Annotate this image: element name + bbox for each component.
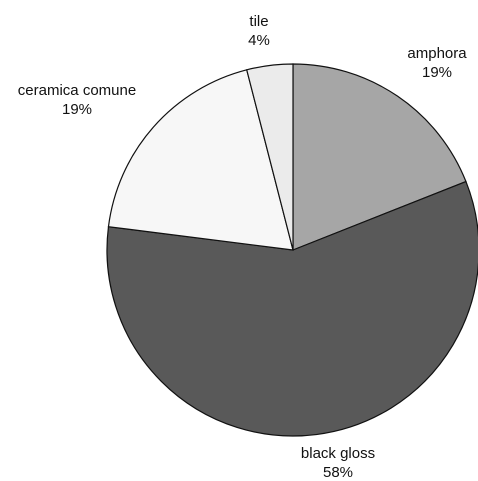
slice-label-black-gloss: black gloss (301, 445, 375, 462)
slice-label-ceramica-comune: ceramica comune (18, 82, 136, 99)
pie-slice-amphora (292, 63, 467, 251)
pie-slice-black-gloss (106, 180, 478, 437)
pie-slice-ceramica-comune (107, 69, 294, 251)
pie-slices (106, 63, 478, 437)
pie-labels: amphora 19% black gloss 58% ceramica comune 1… (18, 13, 467, 481)
slice-percent-amphora: 19% (422, 64, 452, 81)
slice-label-amphora: amphora (407, 45, 467, 62)
pie-slice-tile (246, 63, 294, 251)
slice-percent-ceramica-comune: 19% (62, 101, 92, 118)
slice-label-tile: tile (249, 13, 268, 30)
slice-percent-black-gloss: 58% (323, 464, 353, 481)
slice-percent-tile: 4% (248, 32, 270, 49)
